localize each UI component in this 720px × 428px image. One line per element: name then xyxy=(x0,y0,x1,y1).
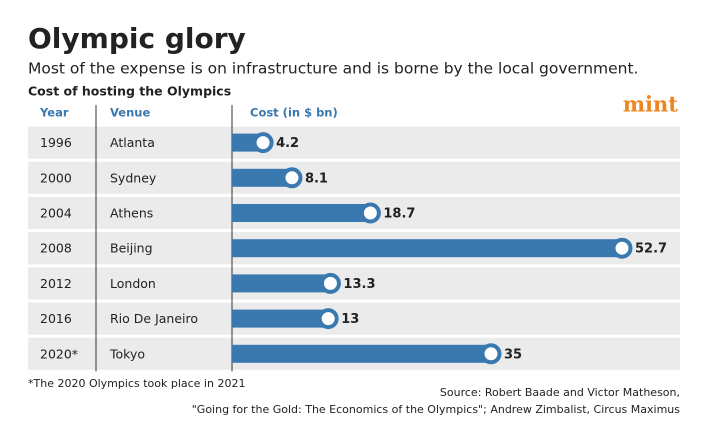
bar xyxy=(232,274,331,293)
bar xyxy=(232,309,329,328)
bar xyxy=(232,344,492,363)
bar-end-marker xyxy=(480,343,502,365)
venue-label: Sydney xyxy=(110,170,157,185)
source: Source: Robert Baade and Victor Matheson… xyxy=(440,386,680,399)
chart-title: Olympic glory xyxy=(28,22,246,55)
footnote: *The 2020 Olympics took place in 2021 xyxy=(28,377,245,390)
value-label: 4.2 xyxy=(276,136,299,151)
year-label: 1996 xyxy=(40,135,72,150)
value-label: 52.7 xyxy=(635,242,667,257)
row-background xyxy=(28,126,680,159)
venue-label: London xyxy=(110,276,156,291)
source: "Going for the Gold: The Economics of th… xyxy=(192,403,681,416)
chart-label: Cost of hosting the Olympics xyxy=(28,84,231,99)
row-background xyxy=(28,267,680,300)
venue-label: Athens xyxy=(110,206,153,221)
value-label: 8.1 xyxy=(305,171,328,186)
year-label: 2016 xyxy=(40,311,72,326)
column-header: Venue xyxy=(110,106,150,120)
row-background xyxy=(28,302,680,335)
bar xyxy=(232,204,371,222)
year-label: 2012 xyxy=(40,276,72,291)
venue-label: Beijing xyxy=(110,241,153,256)
value-label: 18.7 xyxy=(383,207,415,222)
logo: mint xyxy=(623,92,678,117)
bar-end-marker xyxy=(359,202,381,224)
chart-subtitle: Most of the expense is on infrastructure… xyxy=(28,60,638,78)
column-header: Year xyxy=(39,106,69,120)
year-label: 2004 xyxy=(40,206,72,221)
year-label: 2000 xyxy=(40,170,72,185)
bar xyxy=(232,239,622,258)
bar xyxy=(232,168,292,187)
venue-label: Rio De Janeiro xyxy=(110,311,198,326)
value-label: 35 xyxy=(504,347,522,362)
venue-label: Tokyo xyxy=(109,346,145,361)
bar-end-marker xyxy=(281,167,303,189)
year-label: 2020* xyxy=(40,346,78,361)
venue-label: Atlanta xyxy=(110,135,155,150)
bar-end-marker xyxy=(611,237,633,259)
bar-end-marker xyxy=(317,308,339,330)
bar-end-marker xyxy=(252,132,274,154)
bar-end-marker xyxy=(319,272,341,294)
year-label: 2008 xyxy=(40,241,72,256)
row-background xyxy=(28,161,680,194)
value-label: 13 xyxy=(341,312,359,327)
value-label: 13.3 xyxy=(343,277,375,292)
column-header: Cost (in $ bn) xyxy=(250,106,338,120)
